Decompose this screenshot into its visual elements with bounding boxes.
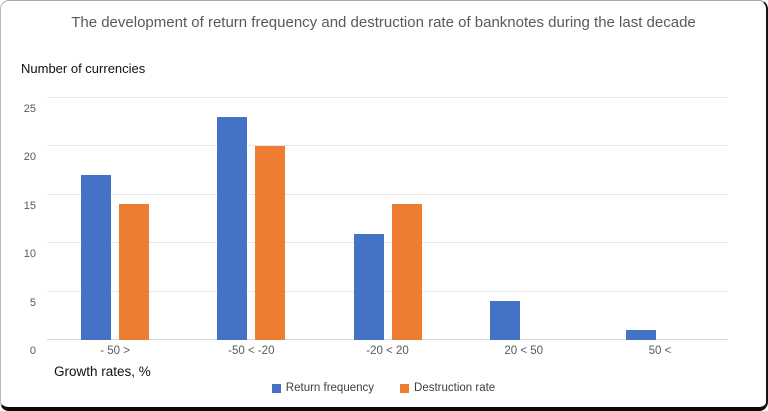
bar-groups [47, 98, 728, 340]
bar-return-frequency-1 [81, 175, 112, 340]
bar-destruction-rate-2 [255, 146, 286, 340]
y-tick-label-10: 10 [23, 248, 36, 261]
gridline-10: 10 [24, 242, 728, 260]
legend-item-destruction-rate: Destruction rate [400, 382, 495, 394]
x-tick-label-5: 50 < [648, 345, 672, 357]
bar-return-frequency-3 [353, 233, 384, 340]
gridline-5: 5 [30, 290, 728, 309]
legend-label: Destruction rate [414, 382, 496, 394]
bar-return-frequency-2 [217, 117, 248, 340]
bar-destruction-rate-3 [391, 204, 422, 340]
y-tick-label-25: 25 [23, 103, 36, 115]
y-axis-title: Number of currencies [21, 61, 146, 76]
bar-group-1 [47, 98, 183, 340]
x-axis-tick-labels: - 50 > -50 < -20 -20 < 20 20 < 50 50 < [47, 345, 728, 357]
x-tick-label-3: -20 < 20 [366, 345, 409, 357]
bar-destruction-rate-1 [119, 204, 150, 340]
y-tick-label-5: 5 [29, 296, 36, 309]
y-tick-label-20: 20 [23, 151, 36, 164]
x-tick-label-4: 20 < 50 [504, 345, 544, 357]
y-tick-label-15: 15 [23, 199, 36, 212]
bar-group-3 [319, 98, 455, 340]
chart-title: The development of return frequency and … [71, 14, 696, 31]
gridline-0: 0 [30, 339, 728, 357]
gridline-25: 25 [24, 97, 728, 115]
bar-group-2 [183, 98, 319, 340]
legend-label: Return frequency [285, 382, 375, 394]
bar-return-frequency-5 [625, 330, 656, 340]
bar-group-5 [592, 98, 728, 340]
legend-item-return-frequency: Return frequency [271, 382, 375, 394]
legend-swatch-icon [271, 383, 281, 393]
y-tick-label-0: 0 [29, 345, 36, 357]
bar-group-4 [456, 98, 592, 340]
x-axis-title: Growth rates, % [54, 364, 151, 379]
gridline-20: 20 [24, 145, 728, 163]
gridline-15: 15 [24, 193, 728, 212]
legend-swatch-icon [400, 383, 410, 393]
bar-return-frequency-4 [489, 301, 520, 340]
legend: Return frequency Destruction rate [1, 382, 766, 394]
x-tick-label-1: - 50 > [100, 345, 130, 357]
x-tick-label-2: -50 < -20 [228, 345, 275, 357]
plot-area: 0 5 10 15 20 25 [24, 97, 728, 357]
